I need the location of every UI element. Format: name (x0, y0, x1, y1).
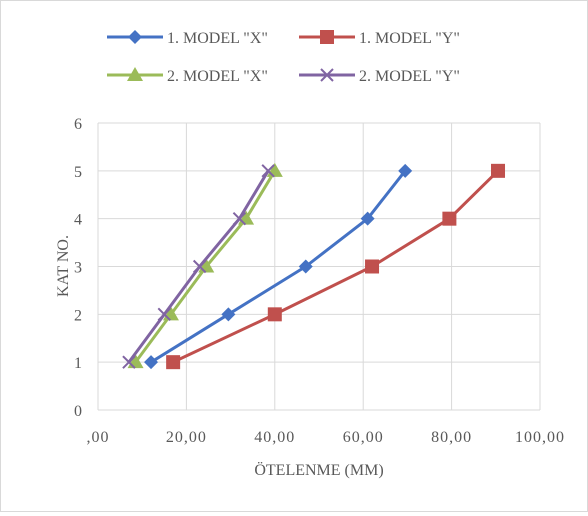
data-point (192, 259, 207, 274)
tick-labels: ,00 20,00 40,00 60,00 80,00 100,00 0 1 2 3 4 5 6 (74, 116, 565, 446)
y-tick-label: 6 (74, 116, 82, 133)
data-point (144, 355, 159, 370)
data-point (122, 355, 136, 369)
data-point (221, 307, 236, 322)
y-tick-label: 1 (74, 355, 82, 372)
data-point (166, 355, 181, 370)
x-tick-label: 40,00 (254, 429, 295, 446)
legend-entry: 1. MODEL "X" (107, 30, 268, 47)
data-point (267, 307, 282, 322)
data-point (261, 164, 275, 178)
y-tick-label: 5 (74, 164, 82, 181)
legend-entry: 2. MODEL "X" (107, 67, 268, 85)
series-2 (166, 163, 506, 370)
gridlines (97, 122, 541, 411)
legend-entry: 1. MODEL "Y" (299, 30, 460, 47)
legend-marker (320, 30, 334, 44)
x-tick-label: ,00 (87, 429, 110, 446)
y-axis-title: KAT NO. (55, 235, 72, 297)
data-point (360, 211, 375, 226)
data-point (365, 259, 380, 274)
x-axis-title: ÖTELENME (MM) (254, 461, 383, 479)
data-point (442, 211, 457, 226)
legend-marker (128, 30, 142, 44)
x-tick-label: 100,00 (515, 429, 565, 446)
x-tick-label: 60,00 (343, 429, 384, 446)
y-tick-label: 3 (74, 260, 82, 277)
data-point (232, 211, 247, 226)
data-point (491, 163, 506, 178)
legend-label: 1. MODEL "X" (167, 30, 268, 47)
y-tick-label: 0 (74, 403, 82, 420)
series-3 (127, 162, 283, 369)
data-point (157, 307, 172, 322)
legend-label: 1. MODEL "Y" (359, 30, 460, 47)
x-tick-label: 80,00 (431, 429, 472, 446)
legend-marker (127, 67, 143, 81)
data-point (398, 163, 413, 178)
y-tick-label: 4 (74, 212, 82, 229)
x-tick-label: 20,00 (166, 429, 207, 446)
plot-series (122, 162, 506, 370)
series-1 (144, 163, 413, 370)
data-point (298, 259, 313, 274)
legend: 1. MODEL "X" 1. MODEL "Y" 2. MODEL "X" 2. M… (107, 30, 460, 85)
legend-marker (320, 68, 334, 82)
legend-label: 2. MODEL "X" (167, 68, 268, 85)
y-tick-label: 2 (74, 307, 82, 324)
series-4 (122, 164, 275, 369)
legend-entry: 2. MODEL "Y" (299, 68, 460, 85)
legend-label: 2. MODEL "Y" (359, 68, 460, 85)
